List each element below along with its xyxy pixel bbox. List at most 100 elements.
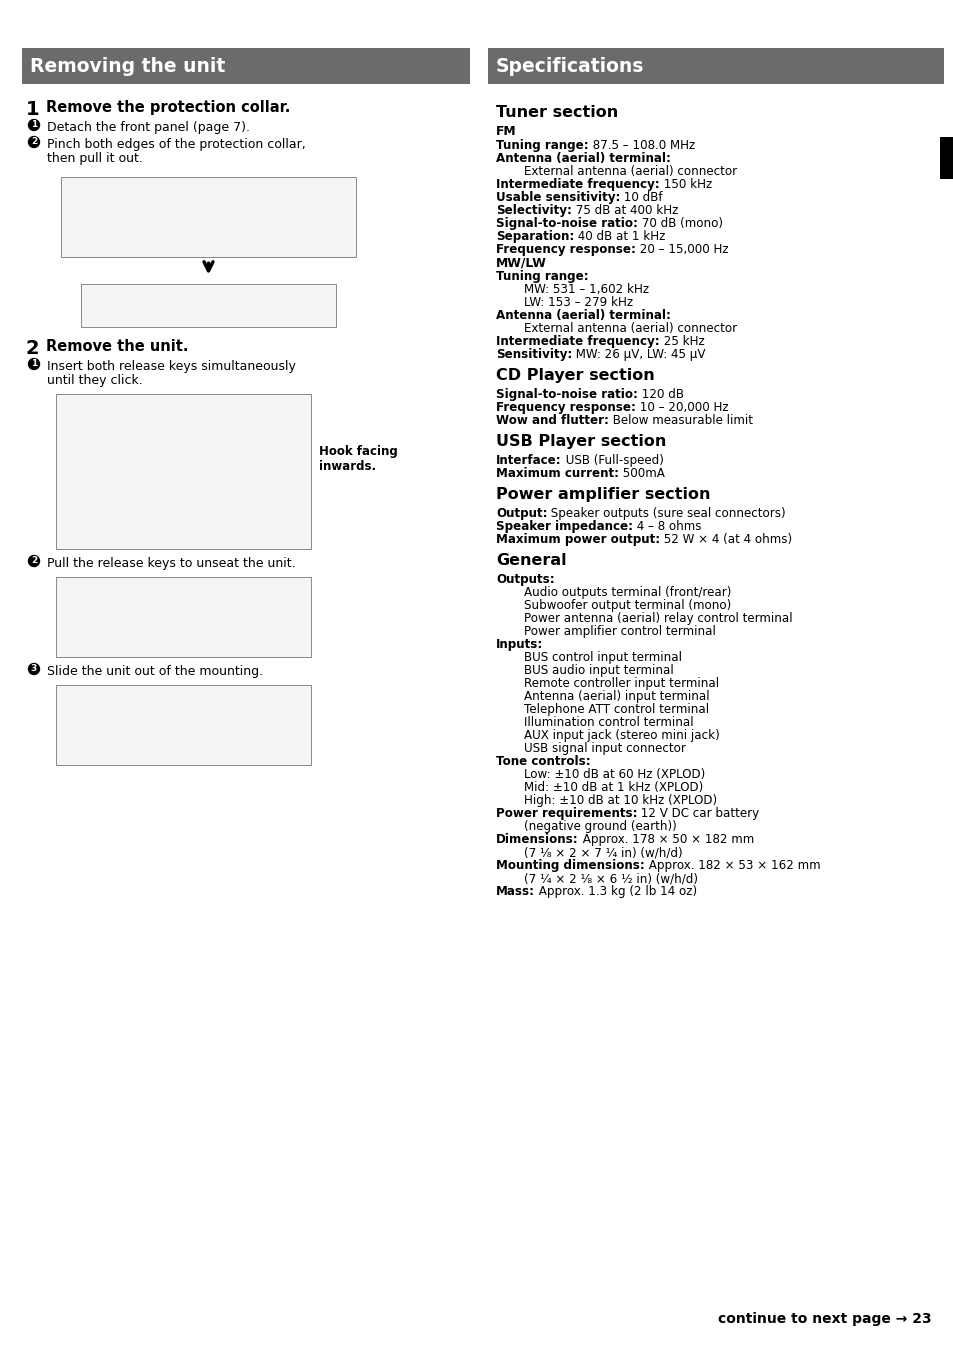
Text: 40 dB at 1 kHz: 40 dB at 1 kHz (574, 230, 665, 243)
Text: Separation:: Separation: (496, 230, 574, 243)
Text: Pinch both edges of the protection collar,: Pinch both edges of the protection colla… (47, 138, 305, 151)
Text: FM: FM (496, 124, 517, 138)
Text: Slide the unit out of the mounting.: Slide the unit out of the mounting. (47, 665, 263, 677)
Text: USB (Full-speed): USB (Full-speed) (561, 454, 662, 466)
Bar (22, 49, 470, 84)
Text: continue to next page → 23: continue to next page → 23 (718, 1311, 931, 1326)
Circle shape (29, 556, 39, 566)
Text: 12 V DC car battery: 12 V DC car battery (637, 807, 759, 821)
Text: (negative ground (earth)): (negative ground (earth)) (523, 821, 676, 833)
Bar (56, 685, 311, 765)
Text: Audio outputs terminal (front/rear): Audio outputs terminal (front/rear) (523, 585, 731, 599)
Text: 75 dB at 400 kHz: 75 dB at 400 kHz (571, 204, 678, 218)
Text: Approx. 182 × 53 × 162 mm: Approx. 182 × 53 × 162 mm (644, 859, 820, 872)
Text: Hook facing
inwards.: Hook facing inwards. (318, 445, 397, 473)
Text: External antenna (aerial) connector: External antenna (aerial) connector (523, 322, 737, 335)
Text: Output:: Output: (496, 507, 547, 521)
Text: Outputs:: Outputs: (496, 573, 554, 585)
Text: Specifications: Specifications (496, 57, 643, 76)
Text: General: General (496, 553, 566, 568)
Bar (939, 137, 953, 178)
Text: Power amplifier control terminal: Power amplifier control terminal (523, 625, 715, 638)
Text: USB Player section: USB Player section (496, 434, 666, 449)
Text: Telephone ATT control terminal: Telephone ATT control terminal (523, 703, 708, 717)
Text: Mid: ±10 dB at 1 kHz (XPLOD): Mid: ±10 dB at 1 kHz (XPLOD) (523, 781, 702, 794)
Text: Inputs:: Inputs: (496, 638, 542, 652)
Text: Signal-to-noise ratio:: Signal-to-noise ratio: (496, 218, 638, 230)
Text: Antenna (aerial) terminal:: Antenna (aerial) terminal: (496, 310, 670, 322)
Text: Maximum current:: Maximum current: (496, 466, 618, 480)
Text: Frequency response:: Frequency response: (496, 402, 636, 414)
Text: Tone controls:: Tone controls: (496, 754, 590, 768)
Text: 2: 2 (30, 137, 37, 146)
Text: Power antenna (aerial) relay control terminal: Power antenna (aerial) relay control ter… (523, 612, 792, 625)
Text: Mass:: Mass: (496, 886, 535, 898)
Text: Removing the unit: Removing the unit (30, 57, 225, 76)
Text: 4 – 8 ohms: 4 – 8 ohms (633, 521, 700, 533)
Circle shape (29, 358, 39, 369)
Text: Approx. 1.3 kg (2 lb 14 oz): Approx. 1.3 kg (2 lb 14 oz) (535, 886, 697, 898)
Text: Selectivity:: Selectivity: (496, 204, 571, 218)
Text: Remote controller input terminal: Remote controller input terminal (523, 677, 719, 690)
Text: then pull it out.: then pull it out. (47, 151, 143, 165)
Text: Intermediate frequency:: Intermediate frequency: (496, 335, 659, 347)
Text: until they click.: until they click. (47, 375, 143, 387)
Text: Antenna (aerial) input terminal: Antenna (aerial) input terminal (523, 690, 709, 703)
Bar (61, 177, 355, 257)
Text: Tuning range:: Tuning range: (496, 139, 588, 151)
Text: BUS audio input terminal: BUS audio input terminal (523, 664, 673, 677)
Text: (7 ¹⁄₄ × 2 ¹⁄₈ × 6 ¹⁄₂ in) (w/h/d): (7 ¹⁄₄ × 2 ¹⁄₈ × 6 ¹⁄₂ in) (w/h/d) (523, 872, 698, 886)
Text: 87.5 – 108.0 MHz: 87.5 – 108.0 MHz (588, 139, 694, 151)
Text: Remove the protection collar.: Remove the protection collar. (46, 100, 290, 115)
Text: USB signal input connector: USB signal input connector (523, 742, 685, 754)
Text: Signal-to-noise ratio:: Signal-to-noise ratio: (496, 388, 638, 402)
Text: Detach the front panel (page 7).: Detach the front panel (page 7). (47, 120, 250, 134)
Text: Sensitivity:: Sensitivity: (496, 347, 572, 361)
Text: Tuner section: Tuner section (496, 105, 618, 120)
Text: Tuning range:: Tuning range: (496, 270, 588, 283)
Text: 3: 3 (30, 664, 37, 673)
Text: 10 dBf: 10 dBf (619, 191, 662, 204)
Text: BUS control input terminal: BUS control input terminal (523, 652, 681, 664)
Text: Wow and flutter:: Wow and flutter: (496, 414, 608, 427)
Text: MW/LW: MW/LW (496, 256, 546, 269)
Text: (7 ¹⁄₈ × 2 × 7 ¹⁄₄ in) (w/h/d): (7 ¹⁄₈ × 2 × 7 ¹⁄₄ in) (w/h/d) (523, 846, 682, 859)
Text: AUX input jack (stereo mini jack): AUX input jack (stereo mini jack) (523, 729, 719, 742)
Bar (56, 577, 311, 657)
Text: Approx. 178 × 50 × 182 mm: Approx. 178 × 50 × 182 mm (578, 833, 753, 846)
Text: 1: 1 (30, 360, 37, 368)
Text: CD Player section: CD Player section (496, 368, 654, 383)
Text: Frequency response:: Frequency response: (496, 243, 636, 256)
Text: 1: 1 (30, 120, 37, 128)
Text: Dimensions:: Dimensions: (496, 833, 578, 846)
Text: 1: 1 (26, 100, 40, 119)
Text: Illumination control terminal: Illumination control terminal (523, 717, 693, 729)
Text: Power requirements:: Power requirements: (496, 807, 637, 821)
Bar (488, 49, 943, 84)
Text: MW: 26 μV, LW: 45 μV: MW: 26 μV, LW: 45 μV (572, 347, 705, 361)
Bar (81, 284, 335, 327)
Text: High: ±10 dB at 10 kHz (XPLOD): High: ±10 dB at 10 kHz (XPLOD) (523, 794, 717, 807)
Text: Maximum power output:: Maximum power output: (496, 533, 659, 546)
Text: Interface:: Interface: (496, 454, 561, 466)
Text: Speaker impedance:: Speaker impedance: (496, 521, 633, 533)
Text: Power amplifier section: Power amplifier section (496, 487, 710, 502)
Text: Intermediate frequency:: Intermediate frequency: (496, 178, 659, 191)
Text: External antenna (aerial) connector: External antenna (aerial) connector (523, 165, 737, 178)
Circle shape (29, 664, 39, 675)
Text: Pull the release keys to unseat the unit.: Pull the release keys to unseat the unit… (47, 557, 295, 571)
Text: Remove the unit.: Remove the unit. (46, 339, 189, 354)
Circle shape (29, 119, 39, 131)
Text: 120 dB: 120 dB (638, 388, 683, 402)
Text: Insert both release keys simultaneously: Insert both release keys simultaneously (47, 360, 295, 373)
Text: Speaker outputs (sure seal connectors): Speaker outputs (sure seal connectors) (547, 507, 785, 521)
Text: Below measurable limit: Below measurable limit (608, 414, 752, 427)
Text: 150 kHz: 150 kHz (659, 178, 711, 191)
Text: Usable sensitivity:: Usable sensitivity: (496, 191, 619, 204)
Bar (56, 393, 311, 549)
Text: Subwoofer output terminal (mono): Subwoofer output terminal (mono) (523, 599, 731, 612)
Circle shape (29, 137, 39, 147)
Text: LW: 153 – 279 kHz: LW: 153 – 279 kHz (523, 296, 633, 310)
Text: 25 kHz: 25 kHz (659, 335, 703, 347)
Text: 2: 2 (26, 339, 40, 358)
